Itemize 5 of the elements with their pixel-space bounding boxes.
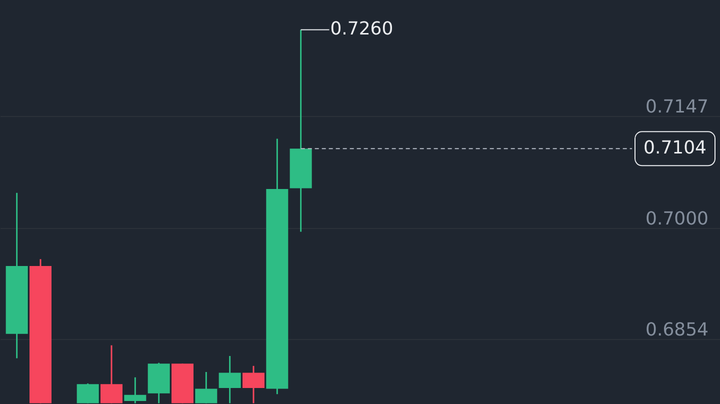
annotation: 0.7260: [330, 18, 394, 40]
y-tick-label: 0.6854: [646, 320, 708, 341]
y-tick-label: 0.7147: [646, 96, 708, 118]
ref-line-label: 0.7104: [644, 138, 706, 159]
y-tick-label: 0.7000: [646, 208, 708, 230]
